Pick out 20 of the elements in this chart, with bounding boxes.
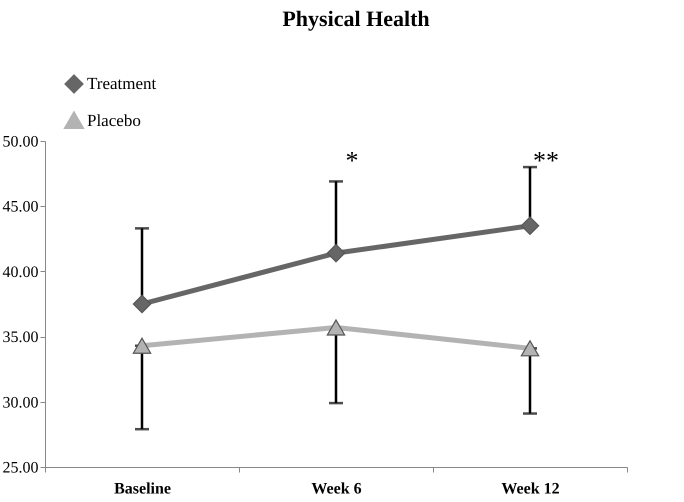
- y-tick-label: 50.00: [2, 134, 38, 150]
- legend-label: Treatment: [87, 74, 157, 93]
- y-tick-label: 30.00: [2, 394, 38, 412]
- chart-title: Physical Health: [282, 6, 430, 31]
- y-tick-label: 45.00: [2, 198, 38, 216]
- x-tick-label: Week 12: [501, 480, 560, 498]
- x-tick-label: Week 6: [311, 480, 362, 498]
- y-tick-label: 40.00: [2, 264, 38, 281]
- y-tick-label: 25.00: [2, 460, 38, 476]
- y-tick-label: 35.00: [2, 329, 38, 346]
- point: [132, 294, 152, 314]
- annotation: *: [346, 146, 358, 175]
- point: [132, 338, 152, 354]
- point: [326, 319, 346, 336]
- point: [326, 244, 346, 262]
- annotation: **: [533, 146, 559, 175]
- x-tick-label: Baseline: [114, 480, 171, 498]
- legend-label: Placebo: [87, 111, 141, 130]
- point: [520, 340, 540, 356]
- point: [520, 216, 540, 236]
